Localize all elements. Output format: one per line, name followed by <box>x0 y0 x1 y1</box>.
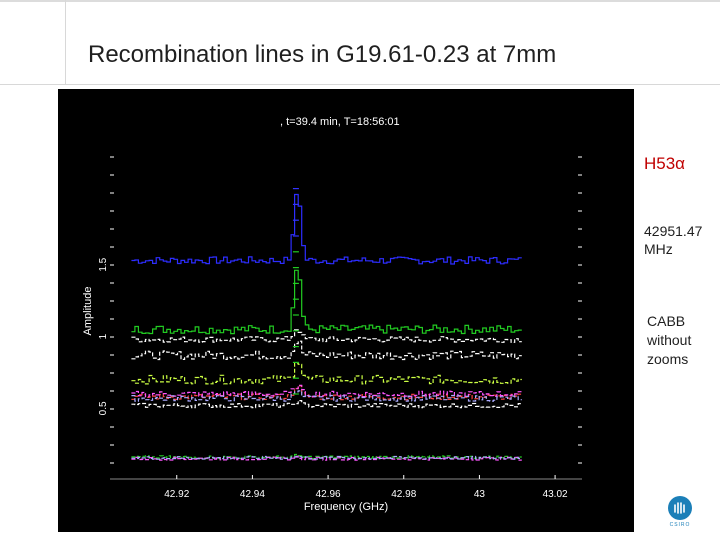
spectrum-series-line <box>131 455 522 461</box>
spectrum-series-line <box>131 269 522 335</box>
x-axis-label: Frequency (GHz) <box>304 501 388 513</box>
csiro-logo-icon <box>668 496 692 520</box>
spectrum-series-line <box>131 455 522 460</box>
line-frequency-value: 42951.47 <box>644 223 703 239</box>
spectrum-series-line <box>131 362 522 385</box>
y-tick-label: 0.5 <box>98 401 109 415</box>
spectrum-series-line <box>131 340 522 361</box>
setup-note: CABB without zooms <box>647 312 713 369</box>
plot-frame <box>110 156 582 480</box>
csiro-logo-text: CSIRO <box>669 522 691 528</box>
title-separator <box>65 0 66 84</box>
x-tick-label: 42.98 <box>391 489 416 500</box>
y-axis-label: Amplitude <box>82 287 94 336</box>
x-tick-label: 42.96 <box>316 489 341 500</box>
x-tick-label: 43.02 <box>543 489 568 500</box>
plot-series <box>131 187 522 461</box>
spectrum-series-line <box>131 400 522 409</box>
x-tick-label: 42.92 <box>164 489 189 500</box>
title-top-rule <box>0 0 720 2</box>
slide-title: Recombination lines in G19.61-0.23 at 7m… <box>88 41 557 68</box>
spectrum-plot-panel: 42.92 42.94 42.96 42.98 43 43.02 1 1.5 0.5 , t=3… <box>58 89 634 532</box>
spectrum-series-line <box>131 193 522 265</box>
spectrum-series-line <box>131 390 522 402</box>
csiro-logo-mark <box>674 502 685 514</box>
line-frequency: 42951.47 MHz <box>644 222 716 258</box>
spectrum-chart: 42.92 42.94 42.96 42.98 43 43.02 1 1.5 0.5 , t=3… <box>82 116 582 513</box>
title-bar: Recombination lines in G19.61-0.23 at 7m… <box>0 0 720 85</box>
chart-header: , t=39.4 min, T=18:56:01 <box>280 116 400 128</box>
y-tick-label: 1.5 <box>98 257 109 271</box>
setup-note-line-2: without <box>647 332 692 348</box>
title-bottom-rule <box>0 84 720 85</box>
x-tick-label: 43 <box>474 489 486 500</box>
spectrum-series-line <box>131 384 522 398</box>
line-frequency-unit: MHz <box>644 241 673 257</box>
plot-ticks: 42.92 42.94 42.96 42.98 43 43.02 1 1.5 0.5 <box>98 257 568 500</box>
setup-note-line-3: zooms <box>647 351 689 367</box>
y-tick-label: 1 <box>98 333 109 339</box>
spectrum-series-line <box>131 329 522 343</box>
line-name-label: H53α <box>644 154 686 173</box>
setup-note-line-1: CABB <box>647 313 686 329</box>
x-tick-label: 42.94 <box>240 489 265 500</box>
